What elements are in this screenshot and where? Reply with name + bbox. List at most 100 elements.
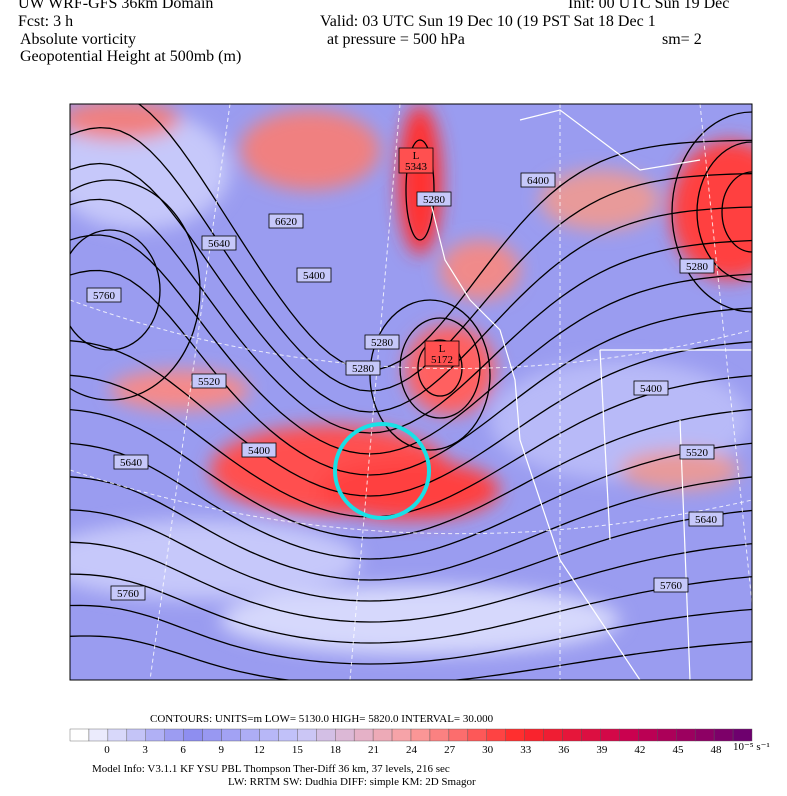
label-box (416, 191, 452, 207)
label-box (345, 360, 381, 376)
contour-label: 5280 (371, 337, 394, 349)
colorbar-tick-label: 33 (520, 744, 532, 756)
contour-line (137, 104, 752, 371)
colorbar-cell (259, 728, 279, 742)
colorbar-tick-label: 42 (634, 744, 645, 756)
label-box (296, 267, 332, 283)
smoothing: sm= 2 (662, 31, 702, 48)
colorbar-cell (372, 728, 393, 742)
label-box (398, 147, 434, 174)
contour-line (70, 229, 161, 351)
label-box (364, 334, 400, 350)
contour-label: 5280 (423, 194, 446, 206)
label-box (633, 380, 669, 396)
valid-time: Valid: 03 UTC Sun 19 Dec 10 (19 PST Sat … (320, 13, 656, 30)
pressure-level: at pressure = 500 hPa (327, 31, 465, 48)
contour-label: 5520 (198, 376, 221, 388)
contour-line (70, 476, 752, 581)
colorbar-cell (543, 728, 563, 742)
colorbar-cell (183, 728, 203, 742)
contour-line (671, 111, 752, 313)
colorbar-cell (202, 728, 222, 742)
graticule (70, 104, 752, 680)
colorbar-cell (126, 728, 146, 742)
colorbar-tick-label: 48 (711, 744, 723, 756)
colorbar-cell (278, 728, 298, 742)
contour-label: 6400 (527, 175, 550, 187)
colorbar-cell (335, 728, 355, 742)
contour-line (70, 408, 752, 539)
contour-line (70, 340, 752, 497)
colorbar-cell (410, 728, 431, 742)
colorbar-tick-label: 9 (218, 744, 224, 756)
contour-line (70, 374, 752, 518)
colorbar-tick-label: 3 (142, 744, 148, 756)
colorbar-cell (581, 728, 601, 742)
colorbar-tick-label: 39 (596, 744, 608, 756)
contour-line (70, 635, 752, 680)
colorbar-cell (316, 728, 336, 742)
contour-label: 5640 (120, 457, 143, 469)
contour-line (70, 573, 752, 644)
colorbar-cell (562, 728, 582, 742)
colorbar-tick-label: 36 (558, 744, 570, 756)
colorbar-cell (88, 728, 109, 742)
contour-label: 5640 (208, 238, 231, 250)
colorbar-cell (619, 728, 639, 742)
colorbar: 0 3 6 9 12 15 18 21 24 27 30 33 36 39 42 45 48 (69, 728, 753, 756)
colorbar-cell (448, 728, 469, 742)
label-box (268, 213, 304, 229)
colorbar-tick-label: 24 (406, 744, 418, 756)
colorbar-tick-label: 21 (368, 744, 379, 756)
label-box (424, 340, 460, 367)
colorbar-cell (221, 728, 241, 742)
contour-label: 5280 (352, 363, 375, 375)
map-frame (69, 103, 753, 681)
contour-label: 5520 (686, 447, 709, 459)
colorbar-cell (600, 728, 620, 742)
contour-line (70, 269, 752, 476)
contour-labels: L 5343 5280 6400 6620 5640 5400 5760 5280 5280 L 51… (86, 147, 724, 601)
contour-label: 5640 (695, 514, 718, 526)
label-box (191, 373, 227, 389)
colorbar-tick-label: 0 (104, 744, 110, 756)
model-info: Model Info: V3.1.1 KF YSU PBL Thompson T… (92, 763, 450, 775)
contour-line (721, 171, 752, 253)
colorbar-cell (638, 728, 658, 742)
contour-line (405, 139, 435, 241)
label-box (688, 511, 724, 527)
colorbar-cell (657, 728, 677, 742)
colorbar-cell (240, 728, 260, 742)
label-box (201, 235, 237, 251)
label-box (241, 442, 277, 458)
contour-label: 5400 (640, 383, 663, 395)
contour-label: 5400 (303, 270, 326, 282)
init-time: Init: 00 UTC Sun 19 Dec (568, 0, 729, 12)
label-box (653, 577, 689, 593)
contour-label: 5280 (686, 261, 709, 273)
contour-line (696, 141, 752, 283)
contour-label: 6620 (275, 216, 298, 228)
contour-label: 5760 (93, 290, 116, 302)
colorbar-cell (69, 728, 90, 742)
contour-line (70, 179, 201, 401)
label-box (110, 585, 146, 601)
label-box (520, 172, 556, 188)
contour-line (70, 126, 752, 392)
contour-line (70, 442, 752, 560)
colorbar-tick-label: 15 (292, 744, 304, 756)
colorbar-cell (467, 728, 487, 742)
label-box (679, 444, 715, 460)
contour-line (70, 509, 752, 602)
physics-info: LW: RRTM SW: Dudhia DIFF: simple KM: 2D … (228, 776, 476, 788)
colorbar-cell (732, 728, 753, 742)
colorbar-cell (676, 728, 696, 742)
model-title: UW WRF-GFS 36km Domain (18, 0, 213, 12)
colorbar-cell (429, 728, 450, 742)
colorbar-tick-label: 30 (482, 744, 494, 756)
contour-line (70, 198, 752, 434)
label-box (113, 454, 149, 470)
colorbar-units: 10⁻⁵ s⁻¹ (733, 741, 770, 753)
contour-label: L 5172 (431, 343, 453, 366)
